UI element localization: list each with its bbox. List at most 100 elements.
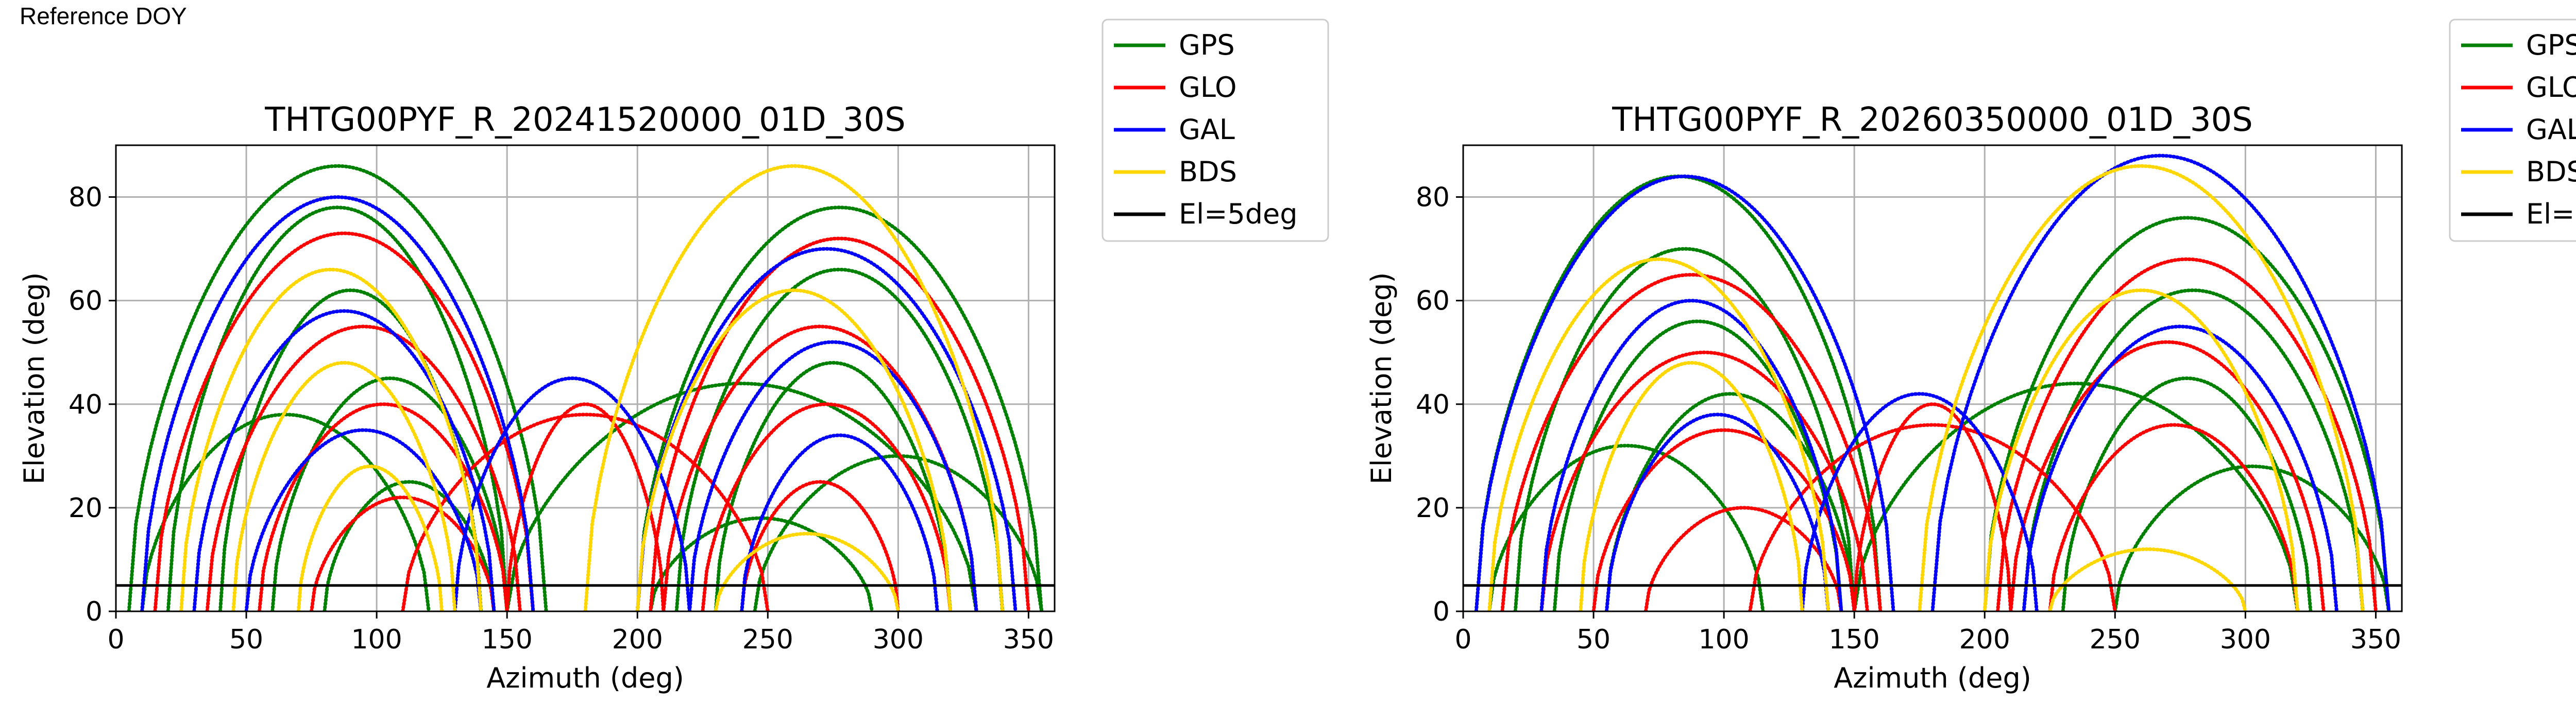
legend-label: BDS xyxy=(2526,156,2576,188)
page-title: Reference DOY xyxy=(20,3,187,29)
x-tick-label: 300 xyxy=(2220,624,2271,655)
legend-label: BDS xyxy=(1179,156,1237,188)
x-tick-label: 100 xyxy=(1698,624,1749,655)
y-axis-label: Elevation (deg) xyxy=(1365,272,1398,485)
y-tick-label: 20 xyxy=(1416,493,1450,524)
legend-label: El=5deg xyxy=(2526,198,2576,230)
legend-label: GAL xyxy=(1179,113,1235,146)
track-bds xyxy=(1579,361,1804,611)
track-gal xyxy=(244,428,483,611)
track-glo xyxy=(649,236,1030,611)
track-glo xyxy=(153,231,535,611)
track-bds xyxy=(1487,257,1831,611)
track-gps xyxy=(2061,376,2313,611)
track-gps xyxy=(1604,392,1856,611)
x-tick-label: 200 xyxy=(1959,624,2010,655)
track-gal xyxy=(1930,153,2391,611)
plot-area xyxy=(116,164,1055,611)
track-glo xyxy=(662,324,978,611)
x-tick-label: 150 xyxy=(1829,624,1880,655)
track-gal xyxy=(635,247,1018,611)
track-gal xyxy=(740,433,939,611)
track-gps xyxy=(1852,382,2300,611)
track-bds xyxy=(1982,288,2300,611)
track-glo xyxy=(505,402,666,611)
track-gps xyxy=(1487,443,1765,611)
track-glo xyxy=(1996,257,2378,611)
track-gps xyxy=(635,205,1044,611)
track-gps xyxy=(2113,464,2391,611)
track-glo xyxy=(2009,340,2326,611)
plot-area xyxy=(1463,153,2402,611)
x-axis-label: Azimuth (deg) xyxy=(486,662,684,694)
track-bds xyxy=(231,361,457,611)
x-tick-label: 100 xyxy=(351,624,402,655)
y-axis-label: Elevation (deg) xyxy=(18,272,50,485)
x-tick-label: 50 xyxy=(229,624,263,655)
y-tick-label: 40 xyxy=(69,389,103,420)
track-gps xyxy=(127,164,548,611)
track-gps xyxy=(270,376,509,611)
track-gps xyxy=(1552,319,1843,611)
track-bds xyxy=(2048,547,2247,611)
x-tick-label: 0 xyxy=(1454,624,1471,655)
track-glo xyxy=(1539,350,1869,611)
track-bds xyxy=(179,267,483,611)
x-tick-label: 200 xyxy=(612,624,663,655)
chart-1: 0 50 100 150 200 250 300 350 0 20 40 60 80 THTG00PYF_… xyxy=(18,19,1329,694)
legend-label: GLO xyxy=(1179,71,1237,104)
y-tick-label: 80 xyxy=(1416,182,1450,213)
track-gal xyxy=(2022,324,2338,611)
chart-title: THTG00PYF_R_20241520000_01D_30S xyxy=(264,101,906,139)
track-bds xyxy=(296,464,444,611)
track-gal xyxy=(1474,174,1895,611)
x-tick-label: 350 xyxy=(1003,624,1054,655)
track-glo xyxy=(1852,402,2013,611)
track-gps xyxy=(1513,247,1856,611)
track-gps xyxy=(714,361,953,611)
track-gps xyxy=(166,205,509,611)
track-bds xyxy=(1918,164,2365,611)
legend-label: El=5deg xyxy=(1179,198,1298,230)
track-gal xyxy=(1800,392,2039,611)
track-gps xyxy=(218,288,483,611)
y-tick-label: 60 xyxy=(1416,286,1450,317)
y-tick-label: 20 xyxy=(69,493,103,524)
track-glo xyxy=(1500,272,1883,611)
x-tick-label: 50 xyxy=(1577,624,1611,655)
track-gal xyxy=(140,195,535,611)
track-gps xyxy=(674,267,1005,611)
x-tick-label: 150 xyxy=(482,624,533,655)
x-tick-label: 0 xyxy=(107,624,124,655)
x-tick-label: 300 xyxy=(873,624,924,655)
track-glo xyxy=(701,402,953,611)
chart-2: 0 50 100 150 200 250 300 350 0 20 40 60 80 THTG00PYF_… xyxy=(1365,19,2576,694)
track-gps xyxy=(2022,288,2365,611)
axes-frame xyxy=(115,144,1056,612)
x-tick-label: 350 xyxy=(2350,624,2401,655)
track-glo xyxy=(2048,423,2300,611)
y-tick-label: 0 xyxy=(1433,596,1450,627)
track-gal xyxy=(1604,413,1831,611)
track-gal xyxy=(1539,299,1843,611)
track-glo xyxy=(205,324,522,611)
track-glo xyxy=(740,480,900,611)
y-tick-label: 0 xyxy=(86,596,103,627)
legend-box xyxy=(2449,19,2576,242)
track-bds xyxy=(714,532,900,611)
legend-label: GAL xyxy=(2526,113,2576,146)
x-axis-label: Azimuth (deg) xyxy=(1834,662,2031,694)
y-tick-label: 60 xyxy=(69,286,103,317)
x-tick-label: 250 xyxy=(2090,624,2141,655)
track-gps xyxy=(1982,216,2391,611)
chart-title: THTG00PYF_R_20260350000_01D_30S xyxy=(1612,101,2253,139)
track-bds xyxy=(635,288,953,611)
track-bds xyxy=(583,164,1005,611)
track-glo xyxy=(257,402,509,611)
axes-frame xyxy=(1462,144,2403,612)
legend-label: GLO xyxy=(2526,71,2576,104)
legend-label: GPS xyxy=(1179,29,1235,61)
legend-box xyxy=(1101,19,1329,242)
x-tick-label: 250 xyxy=(742,624,793,655)
